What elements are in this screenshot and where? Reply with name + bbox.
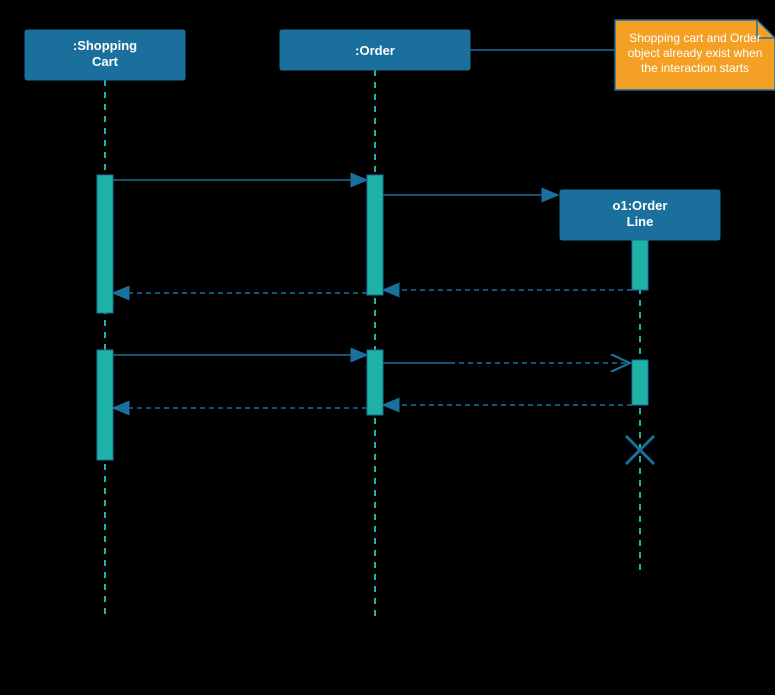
participant-label: Cart	[92, 54, 119, 69]
note-text: the interaction starts	[641, 61, 749, 75]
activation-order-2	[367, 350, 383, 415]
participant-order: :Order	[280, 30, 470, 70]
participant-label: :Shopping	[73, 38, 137, 53]
sequence-diagram: :Shopping Cart :Order o1:Order Line Shop…	[0, 0, 775, 695]
note: Shopping cart and Order object already e…	[615, 20, 775, 90]
note-text: Shopping cart and Order	[629, 31, 760, 45]
participant-order-line: o1:Order Line	[560, 190, 720, 240]
activation-order-line-1	[632, 240, 648, 290]
activation-shopping-cart-1	[97, 175, 113, 313]
activation-order-1	[367, 175, 383, 295]
participant-label: o1:Order	[613, 198, 668, 213]
participant-shopping-cart: :Shopping Cart	[25, 30, 185, 80]
activation-shopping-cart-2	[97, 350, 113, 460]
activation-order-line-2	[632, 360, 648, 405]
participant-label: :Order	[355, 43, 395, 58]
participant-label: Line	[627, 214, 654, 229]
note-text: object already exist when	[628, 46, 763, 60]
